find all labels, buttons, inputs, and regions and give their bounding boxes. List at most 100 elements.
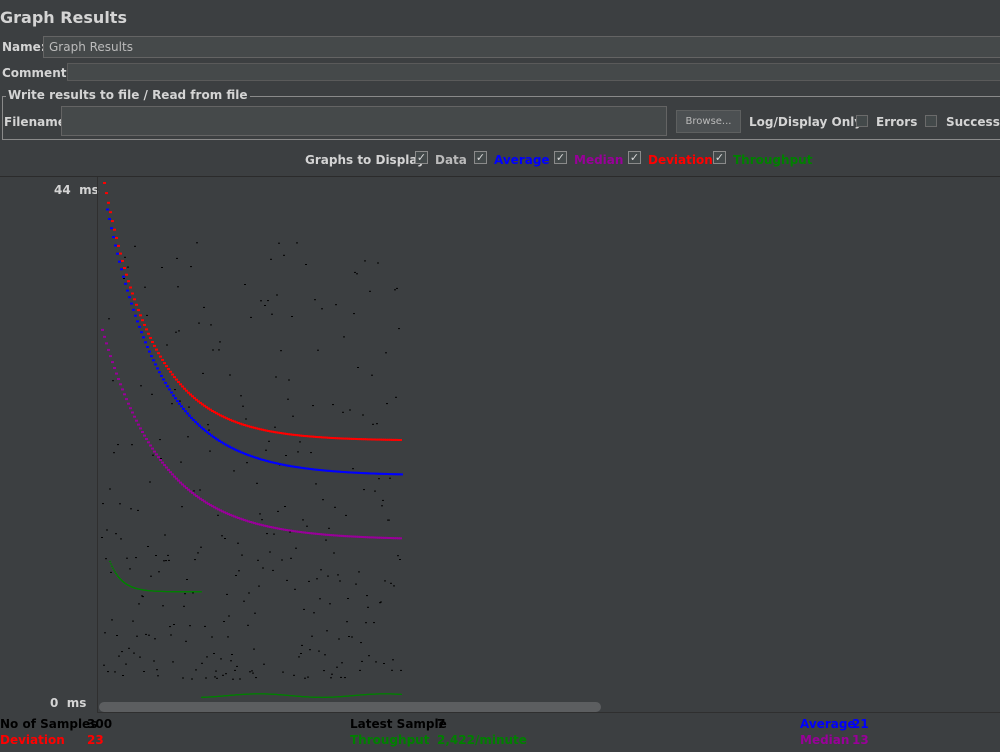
data-point xyxy=(388,519,390,521)
deviation-point xyxy=(123,267,126,269)
data-point xyxy=(205,677,207,679)
data-point xyxy=(220,658,222,660)
data-checkbox[interactable]: ✓ xyxy=(415,151,428,164)
median-point xyxy=(129,407,132,410)
data-point xyxy=(206,656,208,658)
average-point xyxy=(382,472,385,475)
average-point xyxy=(164,381,167,384)
median-point xyxy=(211,505,214,508)
data-point xyxy=(354,271,356,273)
deviation-point xyxy=(329,436,332,439)
average-point xyxy=(338,470,341,473)
deviation-point xyxy=(273,431,276,434)
median-checkbox[interactable]: ✓ xyxy=(554,151,567,164)
median-point xyxy=(141,431,144,433)
median-point xyxy=(337,534,340,537)
median-point xyxy=(205,501,208,504)
data-point xyxy=(111,619,113,621)
data-point xyxy=(136,635,138,637)
median-point xyxy=(283,528,286,531)
deviation-point xyxy=(221,415,224,418)
data-point xyxy=(329,603,331,605)
median-point xyxy=(121,388,124,391)
average-point xyxy=(328,469,331,472)
average-point xyxy=(234,448,237,451)
data-point xyxy=(183,605,185,607)
median-point xyxy=(217,508,220,511)
throughput-checkbox[interactable]: ✓ xyxy=(713,151,726,164)
median-point xyxy=(393,537,396,540)
y-axis-min-label: 0 ms xyxy=(50,696,87,710)
data-point xyxy=(210,324,212,326)
data-point xyxy=(141,595,143,597)
data-point xyxy=(122,675,124,676)
data-point xyxy=(376,423,378,425)
deviation-point xyxy=(203,404,206,407)
deviation-point xyxy=(241,423,244,426)
median-point xyxy=(207,502,210,505)
throughput-point xyxy=(114,571,116,573)
data-point xyxy=(304,677,306,679)
median-point xyxy=(387,537,390,539)
comments-input[interactable] xyxy=(67,63,1000,81)
filename-input[interactable] xyxy=(61,106,667,136)
data-point xyxy=(292,415,294,417)
average-point xyxy=(172,394,175,397)
average-point xyxy=(188,414,191,417)
median-point xyxy=(309,532,312,535)
median-point xyxy=(225,512,228,515)
graph-scrollbar[interactable] xyxy=(99,702,601,712)
data-point xyxy=(363,489,365,491)
deviation-point xyxy=(365,438,368,441)
data-point xyxy=(176,257,178,259)
name-input[interactable]: Graph Results xyxy=(43,36,1000,58)
median-point xyxy=(167,468,170,471)
average-point xyxy=(246,453,249,456)
median-point xyxy=(241,518,244,521)
median-point xyxy=(375,536,378,539)
deviation-point xyxy=(307,435,310,438)
deviation-checkbox[interactable]: ✓ xyxy=(628,151,641,164)
deviation-point xyxy=(243,424,246,426)
average-point xyxy=(308,467,311,470)
median-point xyxy=(333,534,336,537)
deviation-point xyxy=(207,407,210,410)
median-point xyxy=(339,534,342,537)
median-point xyxy=(109,355,112,358)
data-point xyxy=(326,630,328,632)
average-point xyxy=(326,469,329,472)
data-point xyxy=(290,557,292,559)
deviation-point xyxy=(387,438,390,441)
deviation-point xyxy=(337,437,340,440)
successes-checkbox[interactable] xyxy=(925,115,937,127)
median-point xyxy=(271,526,274,529)
data-point xyxy=(298,656,300,658)
throughput-point xyxy=(120,579,122,581)
data-point xyxy=(135,557,137,559)
average-point xyxy=(210,434,213,437)
median-point xyxy=(357,535,360,538)
errors-checkbox[interactable] xyxy=(856,115,868,127)
median-point xyxy=(315,532,318,535)
average-point xyxy=(312,468,315,471)
data-point xyxy=(162,605,164,607)
data-point xyxy=(355,583,357,585)
median-point xyxy=(277,527,280,530)
deviation-point xyxy=(255,427,258,430)
data-point xyxy=(271,313,273,315)
throughput-point xyxy=(112,567,114,569)
median-point xyxy=(371,536,374,539)
data-point xyxy=(113,452,115,454)
data-point xyxy=(199,489,201,491)
average-point xyxy=(244,453,247,455)
data-point xyxy=(287,398,289,400)
throughput-point xyxy=(118,576,120,579)
data-point xyxy=(109,488,111,490)
average-point xyxy=(176,400,179,403)
data-point xyxy=(138,603,140,605)
median-point xyxy=(139,427,142,430)
browse-button[interactable]: Browse... xyxy=(676,110,741,133)
average-point xyxy=(124,282,127,285)
average-checkbox[interactable]: ✓ xyxy=(474,151,487,164)
data-point xyxy=(125,663,127,665)
